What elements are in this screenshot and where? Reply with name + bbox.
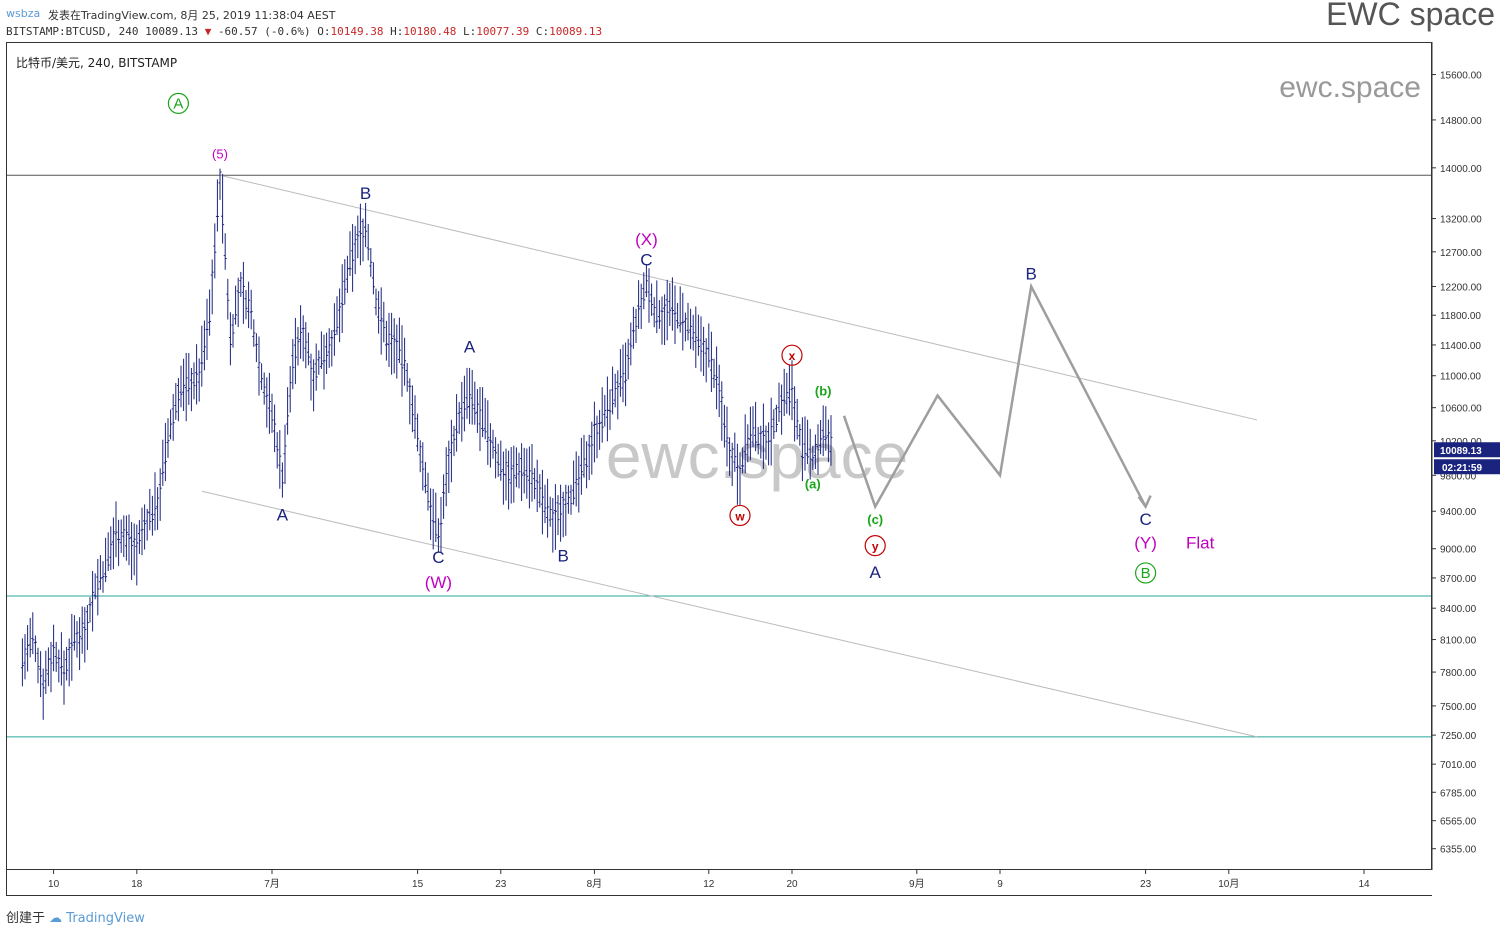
- watermark-small: ewc.space: [1279, 71, 1421, 104]
- wave-label-circle: [781, 344, 803, 366]
- price-tick-label: 11000.00: [1440, 372, 1481, 383]
- author-username[interactable]: wsbza: [6, 7, 41, 20]
- high-value: 10180.48: [403, 25, 457, 38]
- symbol-price: BITSTAMP:BTCUSD, 240 10089.13: [6, 25, 199, 38]
- wave-label: (Y): [1134, 534, 1157, 553]
- time-tick-label: 10: [48, 879, 60, 890]
- time-tick-label: 10月: [1218, 878, 1239, 890]
- time-tick-label: 14: [1358, 879, 1370, 890]
- price-tick-label: 14000.00: [1440, 164, 1482, 175]
- last-price-tag: [1434, 442, 1500, 458]
- projection-arrow-head: [1137, 495, 1152, 510]
- wave-label: y: [872, 540, 879, 554]
- wave-label: A: [870, 563, 882, 582]
- price-tick-label: 9800.00: [1440, 471, 1477, 482]
- high-label: H:: [390, 25, 404, 38]
- tradingview-logo-icon: ☁: [49, 911, 63, 926]
- price-tick-label: 13200.00: [1440, 215, 1482, 226]
- projection-path: [842, 282, 1147, 510]
- wave-label-circle: [167, 92, 189, 114]
- wave-label: B: [1026, 264, 1037, 283]
- wave-label: (a): [805, 477, 821, 492]
- price-tick-label: 7800.00: [1440, 668, 1477, 679]
- price-tick-label: 11800.00: [1440, 311, 1481, 322]
- price-tick-label: 6565.00: [1440, 817, 1477, 828]
- down-arrow-icon: ▼: [204, 25, 212, 38]
- published-timestamp: 发表在TradingView.com, 8月 25, 2019 11:38:04…: [48, 9, 336, 22]
- wave-label: C: [432, 548, 444, 567]
- price-tick-label: 7500.00: [1440, 702, 1477, 713]
- price-tick-label: 6355.00: [1440, 845, 1477, 856]
- price-axis-svg: 15600.00 14800.00 14000.00 13200.00 12700.00…: [1431, 42, 1500, 870]
- time-tick-label: 18: [131, 879, 143, 890]
- wave-label: (X): [635, 230, 658, 249]
- countdown-tag: [1434, 459, 1500, 475]
- time-tick-label: 23: [1140, 879, 1152, 890]
- channel-upper-line: [219, 174, 1258, 421]
- price-tick-label: 12700.00: [1440, 248, 1482, 259]
- price-tick-label: 9000.00: [1440, 545, 1477, 556]
- symbol-ohlc-line: BITSTAMP:BTCUSD, 240 10089.13 ▼ -60.57 (…: [6, 25, 602, 38]
- watermark-large: ewc.space: [606, 420, 908, 492]
- wave-label-circle: [1134, 562, 1157, 584]
- close-value: 10089.13: [549, 25, 603, 38]
- time-tick-label: 7月: [264, 878, 280, 890]
- price-tick-label: 10600.00: [1440, 404, 1482, 415]
- footer: 创建于 ☁ TradingView: [6, 907, 145, 926]
- time-tick-label: 23: [495, 879, 507, 890]
- wave-label: C: [1139, 510, 1151, 529]
- time-tick-label: 8月: [587, 878, 603, 890]
- price-tick-label: 6785.00: [1440, 788, 1477, 799]
- time-axis[interactable]: 10 18 7月 15 23 8月 12 20 9月 9 23 10月 14: [6, 870, 1432, 896]
- close-label: C:: [535, 25, 550, 38]
- price-tick-label: 9400.00: [1440, 507, 1477, 518]
- tradingview-link[interactable]: TradingView: [66, 911, 145, 926]
- time-axis-svg: 10 18 7月 15 23 8月 12 20 9月 9 23 10月 14: [48, 870, 1370, 890]
- price-tick-label: 15600.00: [1440, 71, 1482, 82]
- open-value: 10149.38: [330, 25, 384, 38]
- price-axis[interactable]: 15600.00 14800.00 14000.00 13200.00 12700.00…: [1431, 42, 1501, 870]
- created-with-label: 创建于: [6, 911, 46, 926]
- wave-label: (W): [425, 573, 452, 592]
- countdown-label: 02:21:59: [1442, 463, 1482, 474]
- wave-label: A: [173, 95, 183, 112]
- wave-label: B: [558, 546, 569, 565]
- price-tick-label: 8700.00: [1440, 574, 1477, 585]
- price-tick-label: 7010.00: [1440, 760, 1477, 771]
- price-tick-label: 7250.00: [1440, 731, 1477, 742]
- price-change: -60.57 (-0.6%): [217, 25, 311, 38]
- wave-label-circle: [864, 535, 886, 557]
- channel-lower-line: [201, 490, 1258, 738]
- price-tick-label: 8400.00: [1440, 604, 1477, 615]
- time-tick-label: 15: [412, 879, 424, 890]
- brand-title: EWC space: [1326, 0, 1495, 32]
- wave-label: A: [277, 505, 289, 524]
- wave-label: w: [734, 509, 745, 523]
- price-tick-label: 8100.00: [1440, 636, 1477, 647]
- wave-label: B: [360, 184, 371, 203]
- wave-label-circle: [729, 504, 751, 527]
- open-label: O:: [317, 25, 331, 38]
- time-tick-label: 9月: [909, 878, 925, 890]
- wave-label: Flat: [1186, 534, 1215, 553]
- price-tick-label: 12200.00: [1440, 282, 1482, 293]
- low-label: L:: [463, 25, 477, 38]
- time-tick-label: 20: [786, 879, 798, 890]
- time-tick-label: 12: [703, 879, 715, 890]
- time-tick-label: 9: [997, 879, 1003, 890]
- wave-label: (c): [867, 512, 883, 527]
- wave-label: (5): [212, 147, 228, 162]
- chart-legend: 比特币/美元, 240, BITSTAMP: [16, 56, 178, 70]
- wave-label: A: [464, 338, 476, 357]
- wave-label: x: [789, 349, 796, 363]
- low-value: 10077.39: [476, 25, 530, 38]
- wave-label: C: [640, 251, 652, 270]
- wave-label: (b): [815, 384, 832, 399]
- last-price-label: 10089.13: [1440, 446, 1482, 457]
- price-tick-label: 11400.00: [1440, 341, 1481, 352]
- wave-label: B: [1141, 565, 1151, 582]
- price-tick-label: 14800.00: [1440, 116, 1482, 127]
- chart-svg[interactable]: ewc.space ewc.space A (5) B A C (W) A B (X) Cx w (b) (…: [7, 43, 1431, 869]
